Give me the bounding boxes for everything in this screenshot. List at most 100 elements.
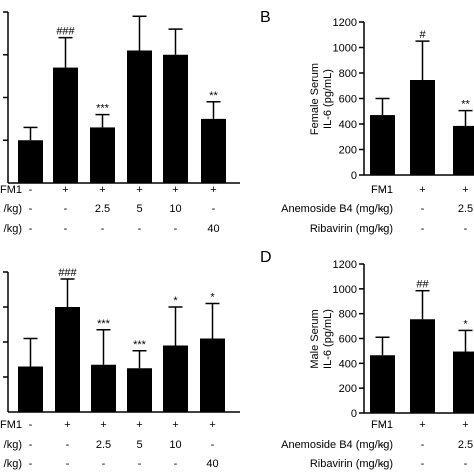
panel-d-significance-label: * [463,318,468,330]
panel-d-bar [370,355,395,413]
panel-b-row-value: - [421,223,425,235]
panel-b-significance-label: ** [461,99,470,111]
panel-d-y-tick-label: 1000 [333,284,357,296]
panel-c-bar [18,366,43,412]
panel-a-row-label: /kg) [4,223,22,235]
panel-d-y-tick-label: 800 [339,309,357,321]
panel-c-row-value: + [64,419,70,431]
panel-b-row-value: - [381,223,385,235]
panel-d-y-tick-label: 200 [339,383,357,395]
panel-a-row-value: 10 [169,203,181,215]
panel-c-significance-label: ### [58,267,77,279]
panel-c-row-label: FM1 [0,419,22,431]
panel-a-bar [163,54,188,183]
panel-b-y-tick-label: 1200 [333,17,357,29]
panel-a-row-value: 5 [136,203,142,215]
panel-b-row-value: 2.5 [458,203,473,215]
panel-c-significance-label: * [210,292,215,304]
panel-d-bar [453,351,474,413]
panel-c-bar [91,364,116,412]
panel-d-row-value: - [381,439,385,451]
panel-a-row-value: - [29,184,33,196]
panel-b-y-axis-title: Female SerumIL-6 (pg/mL) [309,63,334,135]
panel-c-bar [200,338,225,412]
panel-a-bar [201,118,226,183]
panel-a-row-value: - [101,223,105,235]
panel-d-y-tick-label: 1200 [333,259,357,271]
panel-b-y-tick-label: 200 [339,145,357,157]
panel-a-row-value: + [136,184,142,196]
panel-d-y-tick-label: 600 [339,334,357,346]
panel-c-row-value: 40 [206,458,218,470]
panel-d-row-value: + [419,419,425,431]
panel-c-significance-label: * [173,295,178,307]
panel-b-row-label: Anemoside B4 (mg/kg) [281,203,393,215]
panel-a-bar [18,140,43,183]
panel-c-bar [55,307,80,412]
panel-a-row-value: - [29,223,33,235]
panel-b-row-value: - [381,203,385,215]
panel-c-row-value: + [209,419,215,431]
panel-d-row-label: FM1 [371,419,393,431]
panel-b-row-value: - [421,203,425,215]
panel-d-y-tick-label: 400 [339,358,357,370]
panel-b-y-axis-title-line: IL-6 (pg/mL) [322,69,334,129]
panel-d-row-value: - [464,458,468,470]
panel-b-significance-label: # [419,29,426,41]
panel-c-row-value: - [29,419,33,431]
panel-c-row-value: + [136,419,142,431]
panel-d-y-axis-title: Male SerumIL-6 (pg/mL) [309,309,334,369]
panel-a-row-value: - [138,223,142,235]
panel-d-row-value: + [462,419,468,431]
panel-c-row-value: + [172,419,178,431]
panel-a-bar [90,127,115,183]
panel-a-row-value: + [172,184,178,196]
panel-b-row-value: + [462,184,468,196]
panel-a-row-value: - [64,223,68,235]
panel-c-row-value: 2.5 [96,439,111,451]
panel-c-bar [163,345,188,412]
panel-a-row-value: + [99,184,105,196]
panel-c-row-value: - [138,458,142,470]
panel-b-label: B [260,9,271,26]
panel-d-significance-label: ## [416,279,429,291]
panel-b-row-value: - [464,223,468,235]
panel-a-row-value: - [29,203,33,215]
panel-a-row-value: 2.5 [95,203,110,215]
panel-c-row-value: - [174,458,178,470]
panel-d-bar [410,319,435,413]
panel-c-bar [127,368,152,412]
panel-b-bar [370,115,395,175]
panel-b-row-value: - [381,184,385,196]
panel-c-row-value: - [102,458,106,470]
panel-c-row-value: - [66,458,70,470]
panel-d-row-label: Ribavirin (mg/kg) [310,458,393,470]
panel-a-row-label: /kg) [4,203,22,215]
panel-d-row-value: - [381,458,385,470]
panel-c-row-value: - [29,439,33,451]
panel-c-row-label: /kg) [4,458,22,470]
panel-b-y-tick-label: 600 [339,94,357,106]
panel-b-y-tick-label: 800 [339,68,357,80]
panel-a-row-value: - [212,203,216,215]
panel-c-significance-label: *** [97,318,111,330]
panel-c-row-label: /kg) [4,439,22,451]
panel-c-row-value: - [29,458,33,470]
panel-b-row-label: FM1 [371,184,393,196]
panel-a-row-value: + [62,184,68,196]
panel-a-row-label: FM1 [0,184,22,196]
panel-d-row-value: - [421,458,425,470]
panel-a-significance-label: *** [96,103,110,115]
panel-d-y-axis-title-line: IL-6 (pg/mL) [322,309,334,369]
panel-b-y-axis-title-line: Female Serum [309,63,321,135]
panel-c-significance-label: *** [133,339,147,351]
panel-a-row-value: - [174,223,178,235]
panel-d-label: D [260,249,272,266]
panel-d-y-tick-label: 0 [351,408,357,420]
panel-a-row-value: + [210,184,216,196]
panel-d-row-value: 2.5 [458,439,473,451]
panel-b-bar [453,125,474,175]
panel-d-y-axis-title-line: Male Serum [309,309,321,368]
panel-a-bar [53,67,78,183]
